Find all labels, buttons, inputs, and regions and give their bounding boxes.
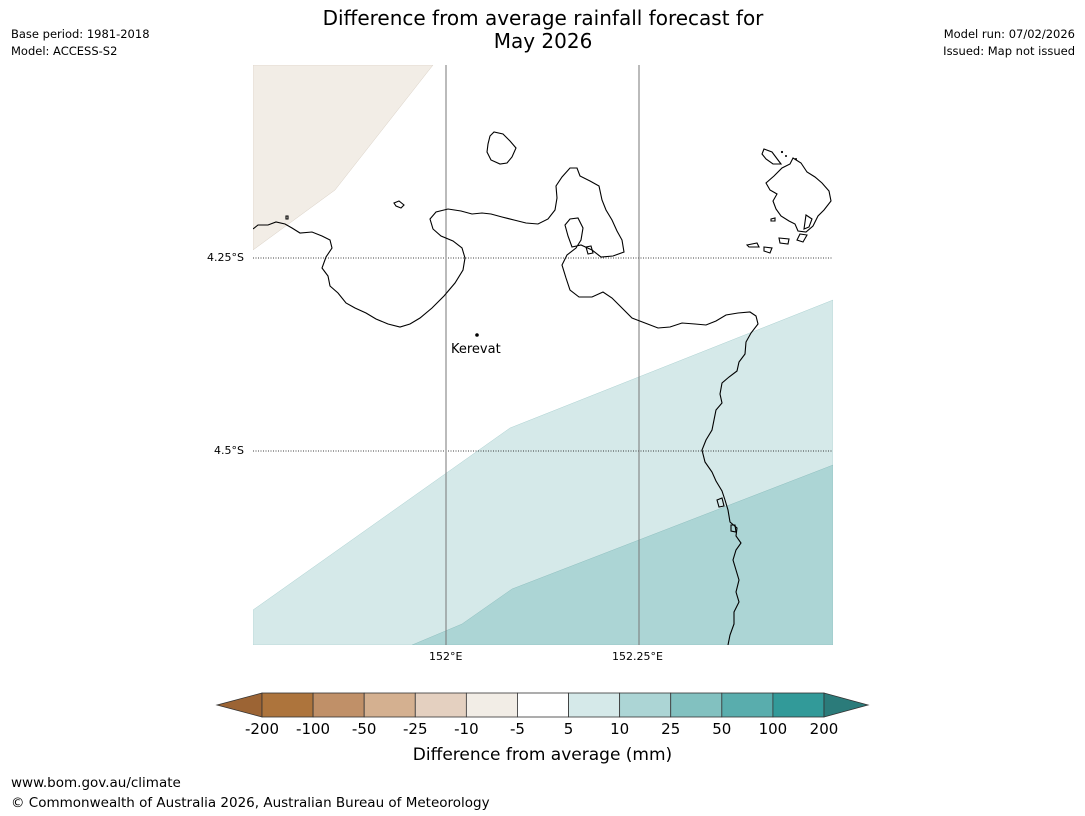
kerevat-marker [475,333,479,337]
coastline-island-north [486,131,517,165]
coastline [253,131,832,645]
colorbar-segment [261,692,314,718]
colorbar-tick-label: 25 [661,720,681,738]
coastline-islet-crater [585,245,594,255]
colorbar-tick-label: -25 [403,720,428,738]
colorbar-tick-label: -200 [244,720,280,738]
colorbar [215,692,870,718]
lon-label-152: 152°E [429,650,463,663]
anomaly-zone-dry [253,65,434,251]
colorbar-tick-label: 50 [712,720,732,738]
colorbar-tick-label: -5 [509,720,525,738]
colorbar-segment [721,692,774,718]
islet-dot [785,155,787,157]
model-text: Model: ACCESS-S2 [11,44,118,58]
place-label-kerevat: Kerevat [451,342,501,357]
footer-url: www.bom.gov.au/climate [11,775,181,791]
colorbar-segment [312,692,365,718]
colorbar-segment [517,692,569,718]
coastline-west-tip [285,215,289,220]
colorbar-segment [465,692,518,718]
base-period-text: Base period: 1981-2018 [11,27,150,41]
issued-text: Issued: Map not issued [943,44,1075,58]
colorbar-segment [568,692,621,718]
colorbar-title: Difference from average (mm) [412,745,673,765]
model-run-text: Model run: 07/02/2026 [943,27,1075,41]
header-left: Base period: 1981-2018 Model: ACCESS-S2 [11,26,150,60]
colorbar-extend-high [823,692,870,718]
colorbar-segment [363,692,416,718]
header-right: Model run: 07/02/2026 Issued: Map not is… [943,26,1075,60]
colorbar-tick-label: 100 [758,720,788,738]
coastline-gazelle-peninsula [253,167,759,645]
map-title: Difference from average rainfall forecas… [243,7,843,53]
colorbar-extend-low [215,692,263,718]
title-line-1: Difference from average rainfall forecas… [322,6,764,30]
coastline-river-islet [716,497,737,533]
colorbar-segment [772,692,825,718]
colorbar-tick-label: -100 [296,720,331,738]
coastline-islet-west [393,200,405,209]
islet-dot [780,150,784,154]
footer-copyright: © Commonwealth of Australia 2026, Austra… [11,795,490,811]
colorbar-tick-label: 10 [610,720,630,738]
colorbar-tick-label: 200 [809,720,839,738]
colorbar-segment [670,692,723,718]
coastline-duke-of-york-islands [745,148,832,254]
lat-label-425: 4.25°S [207,251,244,264]
islet-dot [795,158,797,160]
colorbar-segment [414,692,467,718]
colorbar-tick-label: -50 [351,720,377,738]
colorbar-segment [619,692,672,718]
colorbar-tick-label: 5 [563,720,574,738]
lat-label-45: 4.5°S [214,444,244,457]
lon-label-15225: 152.25°E [612,650,663,663]
colorbar-tick-label: -10 [454,720,479,738]
title-line-2: May 2026 [493,29,593,53]
